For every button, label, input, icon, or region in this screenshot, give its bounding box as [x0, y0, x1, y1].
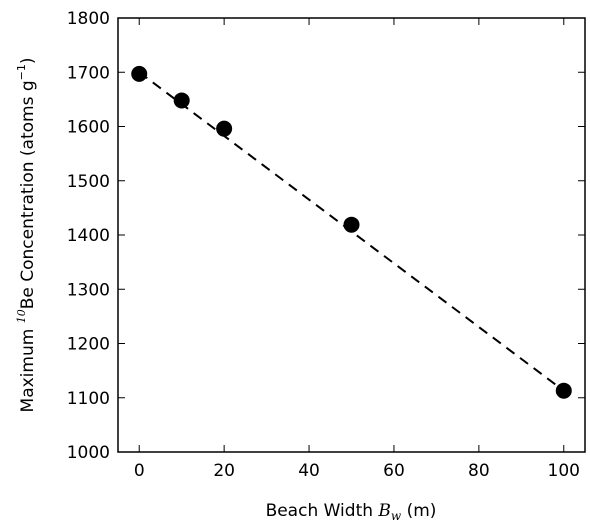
x-tick-label: 0: [134, 461, 145, 481]
data-point: [343, 216, 360, 233]
y-tick-label: 1100: [67, 389, 110, 409]
fit-line: [138, 71, 565, 392]
y-tick-label: 1400: [67, 226, 110, 246]
y-tick-label: 1200: [67, 335, 110, 355]
data-point: [173, 92, 190, 109]
y-tick-label: 1700: [67, 63, 110, 83]
ticks: 0 20 40 60 80 100 1000 1100 1200 1300 1400 1500 1600…: [67, 9, 585, 481]
x-tick-label: 60: [383, 461, 405, 481]
y-tick-label: 1500: [67, 172, 110, 192]
plot-frame: [117, 17, 586, 453]
y-tick-label: 1800: [67, 9, 110, 29]
y-tick-label: 1600: [67, 118, 110, 138]
data-point: [555, 382, 572, 399]
x-tick-label: 100: [548, 461, 580, 481]
plot-area: [117, 17, 586, 453]
y-axis-label: Maximum 10Be Concentration (atoms g−1): [15, 58, 38, 413]
data-point: [216, 120, 233, 137]
y-tick-label: 1000: [67, 443, 110, 463]
data-series: [131, 65, 572, 399]
data-point: [131, 65, 148, 82]
y-tick-label: 1300: [67, 280, 110, 300]
x-tick-label: 20: [213, 461, 235, 481]
x-tick-label: 80: [468, 461, 490, 481]
x-tick-label: 40: [298, 461, 320, 481]
x-axis-label: Beach Width Bw (m): [266, 501, 437, 523]
